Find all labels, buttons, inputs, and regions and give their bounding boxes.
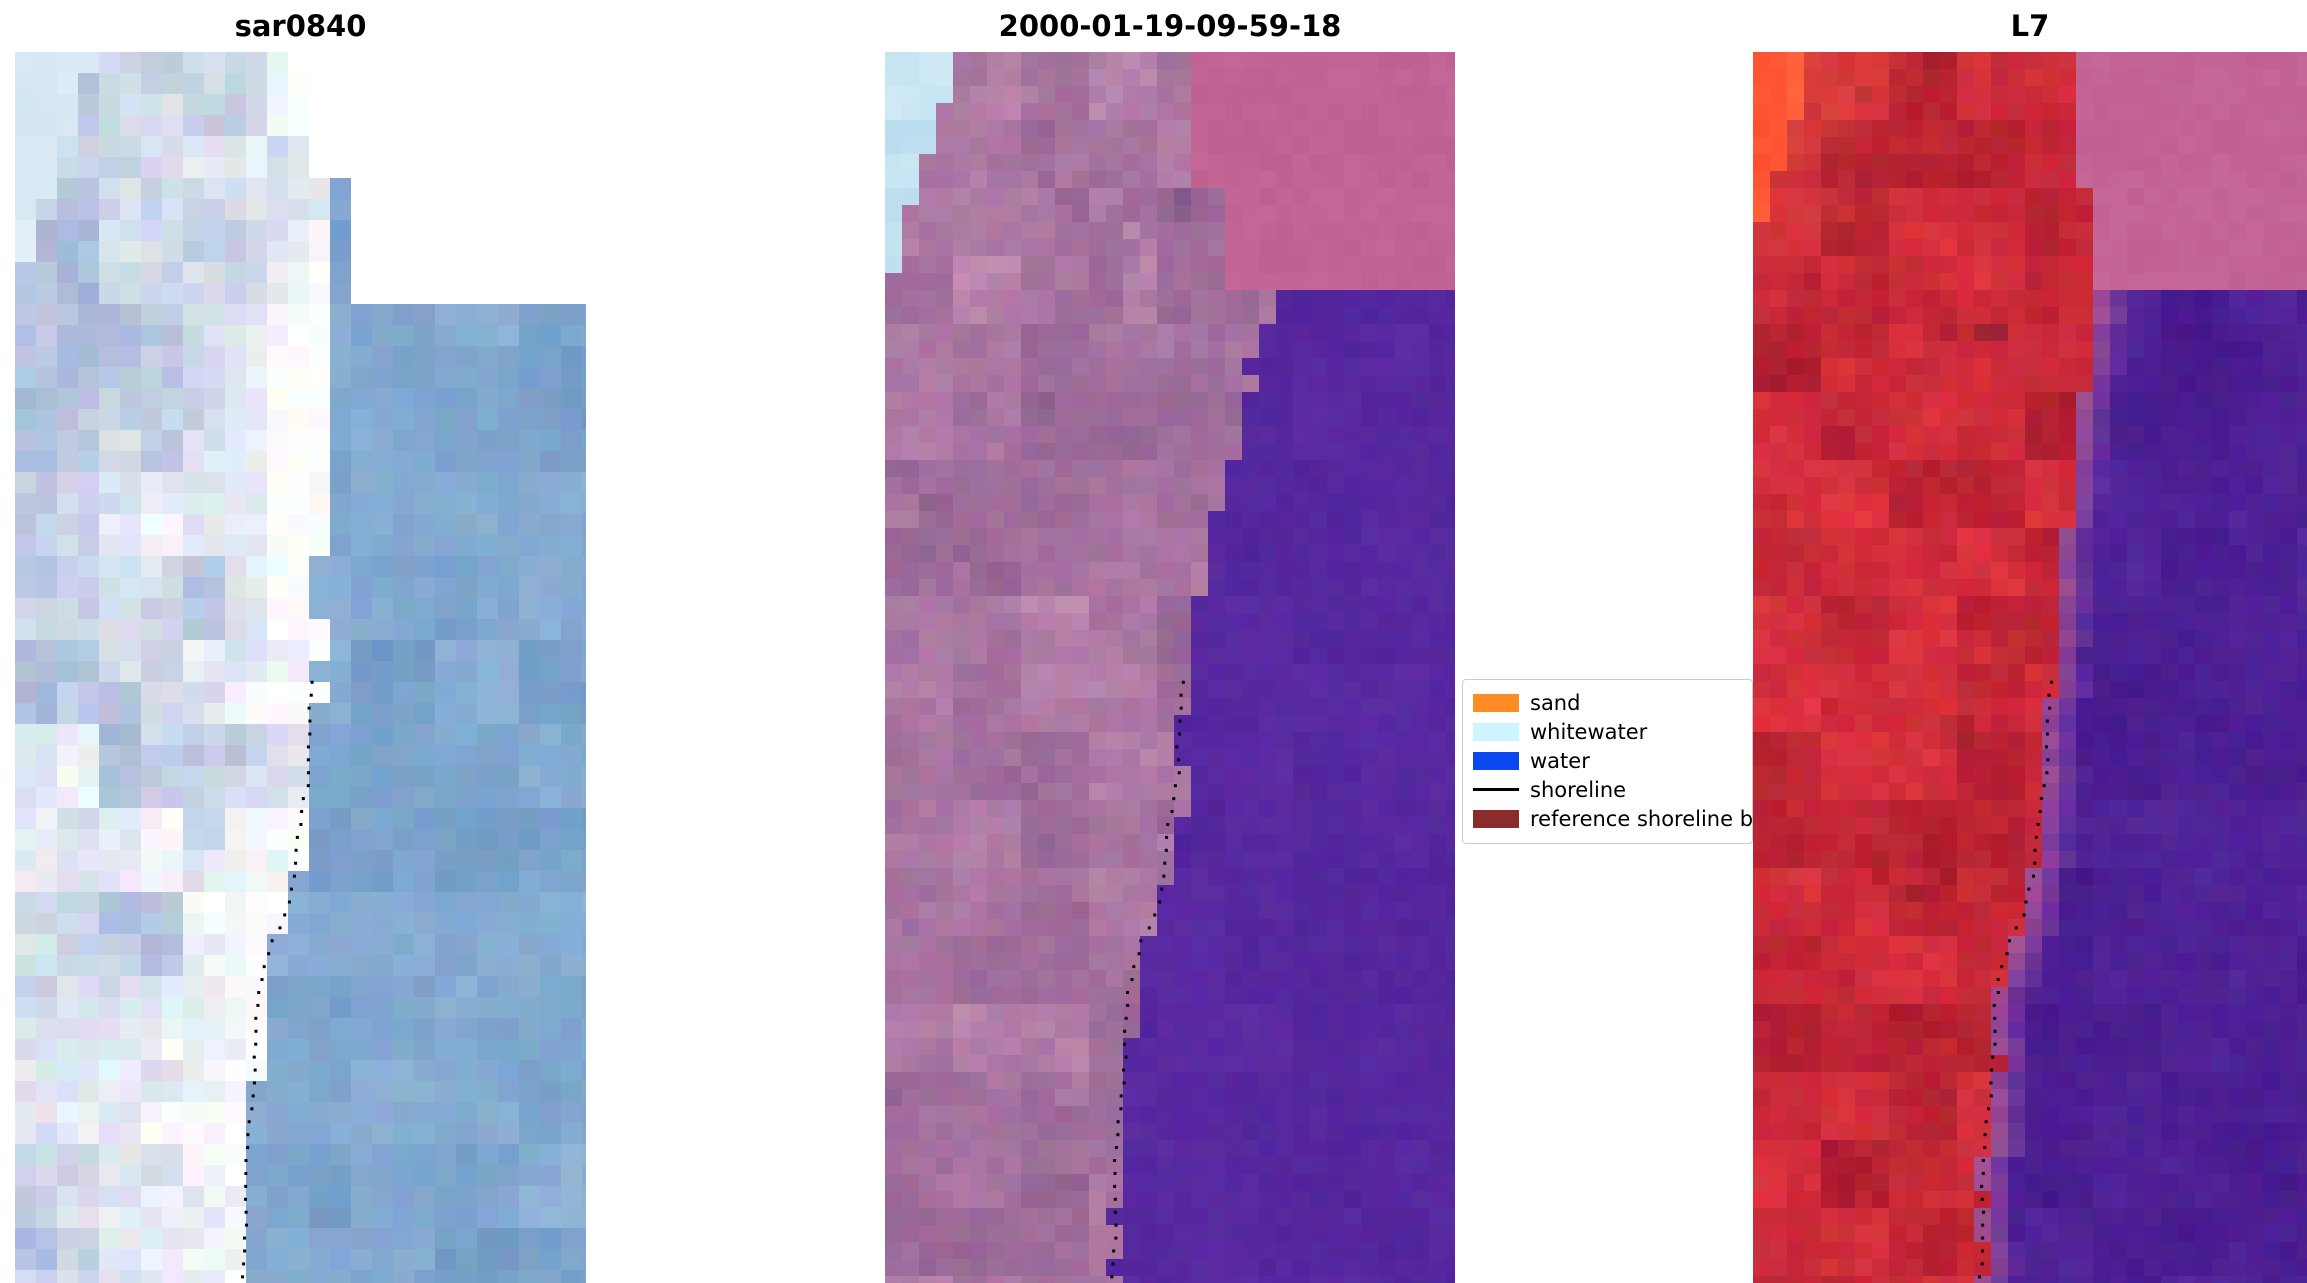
legend-label-shoreline: shoreline	[1530, 777, 1627, 802]
legend-item-reference-buffer: reference shoreline b	[1473, 804, 1752, 833]
sar-satellite-image	[15, 52, 586, 1283]
whitewater-swatch-icon	[1473, 722, 1519, 741]
legend-item-whitewater: whitewater	[1473, 717, 1752, 746]
panel-l7-image	[1753, 52, 2307, 1283]
panel-classified-image	[885, 52, 1455, 1283]
legend: sand whitewater water shoreline referenc…	[1462, 679, 1753, 844]
l7-satellite-image	[1753, 52, 2307, 1283]
legend-item-sand: sand	[1473, 688, 1752, 717]
legend-label-water: water	[1530, 748, 1590, 773]
legend-label-sand: sand	[1530, 690, 1581, 715]
panel-title-sar: sar0840	[234, 9, 367, 43]
classified-satellite-image	[885, 52, 1455, 1283]
reference-buffer-swatch-icon	[1473, 809, 1519, 828]
sand-swatch-icon	[1473, 693, 1519, 712]
legend-item-water: water	[1473, 746, 1752, 775]
water-swatch-icon	[1473, 751, 1519, 770]
legend-label-reference-buffer: reference shoreline b	[1530, 806, 1752, 831]
panel-sar-image	[15, 52, 586, 1283]
panel-title-date: 2000-01-19-09-59-18	[998, 9, 1342, 43]
panel-title-l7: L7	[2010, 9, 2050, 43]
legend-item-shoreline: shoreline	[1473, 775, 1752, 804]
shoreline-line-icon	[1473, 788, 1519, 791]
legend-label-whitewater: whitewater	[1530, 719, 1648, 744]
